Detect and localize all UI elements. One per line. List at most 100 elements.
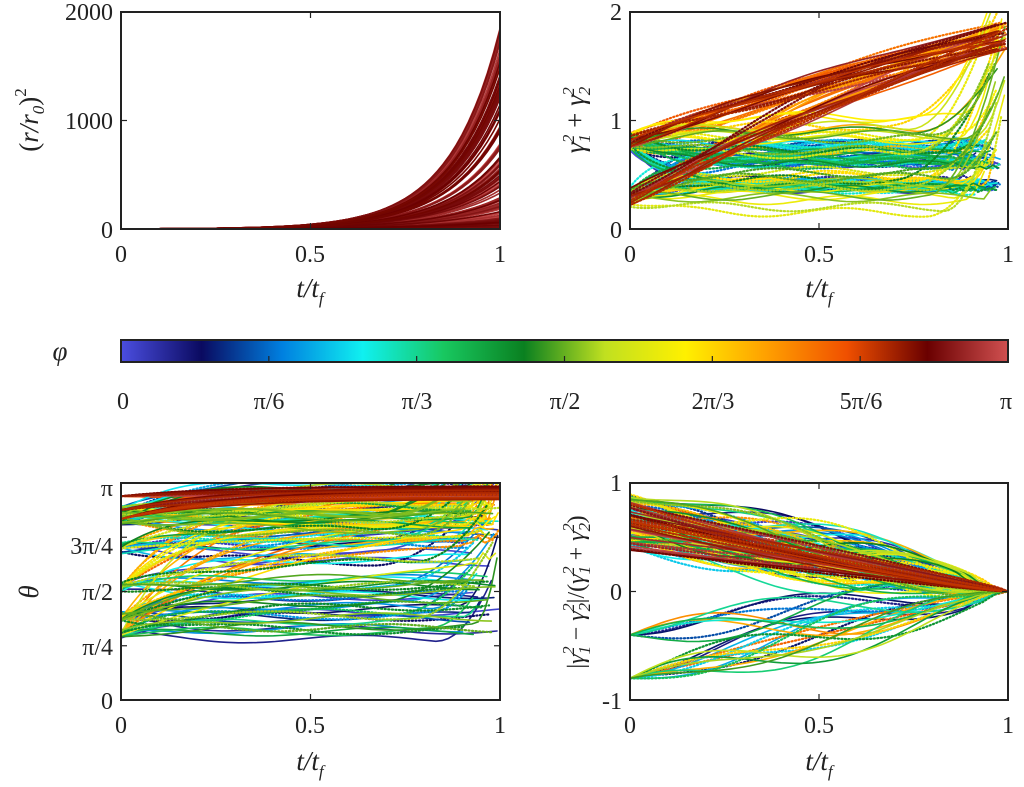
trajectory-line [630, 41, 1000, 142]
xtick-label: 1 [1002, 713, 1014, 739]
trajectory-line [630, 39, 1006, 197]
trajectory-line [630, 48, 1000, 137]
trajectory-line [630, 143, 973, 157]
ytick-label: 3π/4 [70, 534, 113, 560]
y-axis-label: θ [14, 585, 44, 598]
trajectory-line [630, 133, 986, 166]
trajectory-line [630, 31, 1008, 160]
trajectory-line [630, 12, 999, 135]
trajectory-line [121, 573, 469, 587]
trajectory-line [121, 489, 500, 511]
trajectory-line [121, 557, 498, 638]
trajectory-line [121, 571, 488, 590]
ytick-label: π/2 [82, 580, 113, 606]
ytick-label: 1 [610, 471, 622, 497]
ytick-label: -1 [602, 689, 622, 715]
trajectory-line [121, 529, 483, 617]
ytick-label: 1 [610, 109, 622, 135]
trajectory-line [121, 501, 464, 535]
trajectory-line [121, 594, 489, 616]
panel-bottom-left: π 3π/4 π/2 π/4 0 0 0.5 1 t/tf θ [14, 476, 506, 781]
trajectory-line [121, 511, 494, 525]
trajectory-line [121, 531, 480, 545]
trajectory-line [630, 590, 1008, 680]
trajectory-line [630, 170, 986, 206]
colorbar-tick-label: π/3 [402, 389, 433, 415]
trajectory-line [630, 47, 1008, 204]
trajectory-line [121, 626, 475, 637]
trajectory-line [630, 590, 1008, 680]
trajectory-line [630, 141, 1000, 170]
colorbar: φ 0 π/6 π/3 π/2 2π/3 5π/6 π [53, 336, 1013, 415]
xtick-label: 1 [494, 713, 506, 739]
panel-top-right: 2 1 0 0 0.5 1 t/tf γ12 + γ22 [559, 0, 1014, 308]
trajectory-line [121, 585, 496, 622]
trajectory-line [121, 483, 475, 546]
trajectory-line [630, 518, 1008, 593]
ytick-label: 0 [610, 218, 622, 244]
trajectory-line [630, 189, 991, 203]
trajectory-line [121, 37, 500, 229]
ytick-label: 0 [101, 218, 113, 244]
xtick-label: 0 [115, 242, 127, 268]
trajectory-line [630, 24, 1004, 195]
trajectory-line [630, 68, 998, 145]
trajectory-line [630, 590, 1008, 680]
trajectory-line [121, 483, 461, 522]
trajectory-line [121, 586, 471, 598]
trajectory-line [121, 611, 493, 634]
trajectory-line [121, 579, 485, 621]
xtick-label: 1 [494, 242, 506, 268]
xtick-label: 0.5 [804, 242, 834, 268]
colorbar-label: φ [53, 336, 68, 366]
x-axis-label: t/tf [296, 746, 326, 781]
ytick-label: π/4 [82, 635, 113, 661]
trajectory-line [630, 72, 991, 195]
xtick-label: 0.5 [804, 713, 834, 739]
xtick-label: 0.5 [295, 713, 325, 739]
trajectory-line [630, 520, 1008, 593]
plot-frame [120, 11, 501, 230]
trajectory-line [121, 498, 500, 520]
panel-top-left: 2000 1000 0 0 0.5 1 t/tf (r/r0)2 [11, 0, 506, 308]
trajectory-line [121, 573, 472, 586]
xtick-label: 0.5 [295, 242, 325, 268]
trajectory-line [630, 135, 995, 206]
trajectory-line [121, 553, 483, 588]
xtick-label: 0 [115, 713, 127, 739]
x-axis-label: t/tf [805, 746, 835, 781]
x-axis-label: t/tf [296, 273, 326, 308]
trajectory-line [121, 493, 500, 521]
trajectory-line [121, 619, 465, 636]
trajectory-line [630, 106, 993, 191]
y-axis-label: γ12 + γ22 [559, 86, 594, 153]
trajectory-line [630, 35, 1001, 206]
ytick-label: 2000 [65, 0, 113, 26]
trajectory-line [121, 541, 494, 621]
trajectory-line [630, 130, 998, 204]
y-axis-label: (r/r0)2 [11, 88, 48, 152]
trajectory-line [630, 590, 1008, 680]
trajectory-line [630, 590, 1008, 680]
trajectory-line [121, 502, 469, 537]
trajectory-line [121, 483, 352, 512]
ytick-label: 1000 [65, 109, 113, 135]
trajectory-line [121, 580, 491, 621]
trajectory-line [630, 590, 1008, 680]
trajectory-line [630, 525, 1008, 593]
xtick-label: 0 [624, 713, 636, 739]
trajectory-line [121, 490, 500, 498]
ytick-label: 2 [610, 0, 622, 26]
trajectory-line [630, 27, 1008, 202]
xtick-label: 0 [624, 242, 636, 268]
ytick-label: π [101, 476, 113, 502]
trajectory-line [121, 579, 493, 644]
colorbar-tick-label: π [1000, 389, 1012, 415]
trajectory-line [630, 590, 1008, 636]
trajectory-line [630, 62, 996, 145]
colorbar-tick-label: 2π/3 [692, 389, 735, 415]
trajectory-line [630, 76, 1006, 148]
trajectory-line [121, 40, 500, 229]
trajectory-line [121, 483, 472, 533]
